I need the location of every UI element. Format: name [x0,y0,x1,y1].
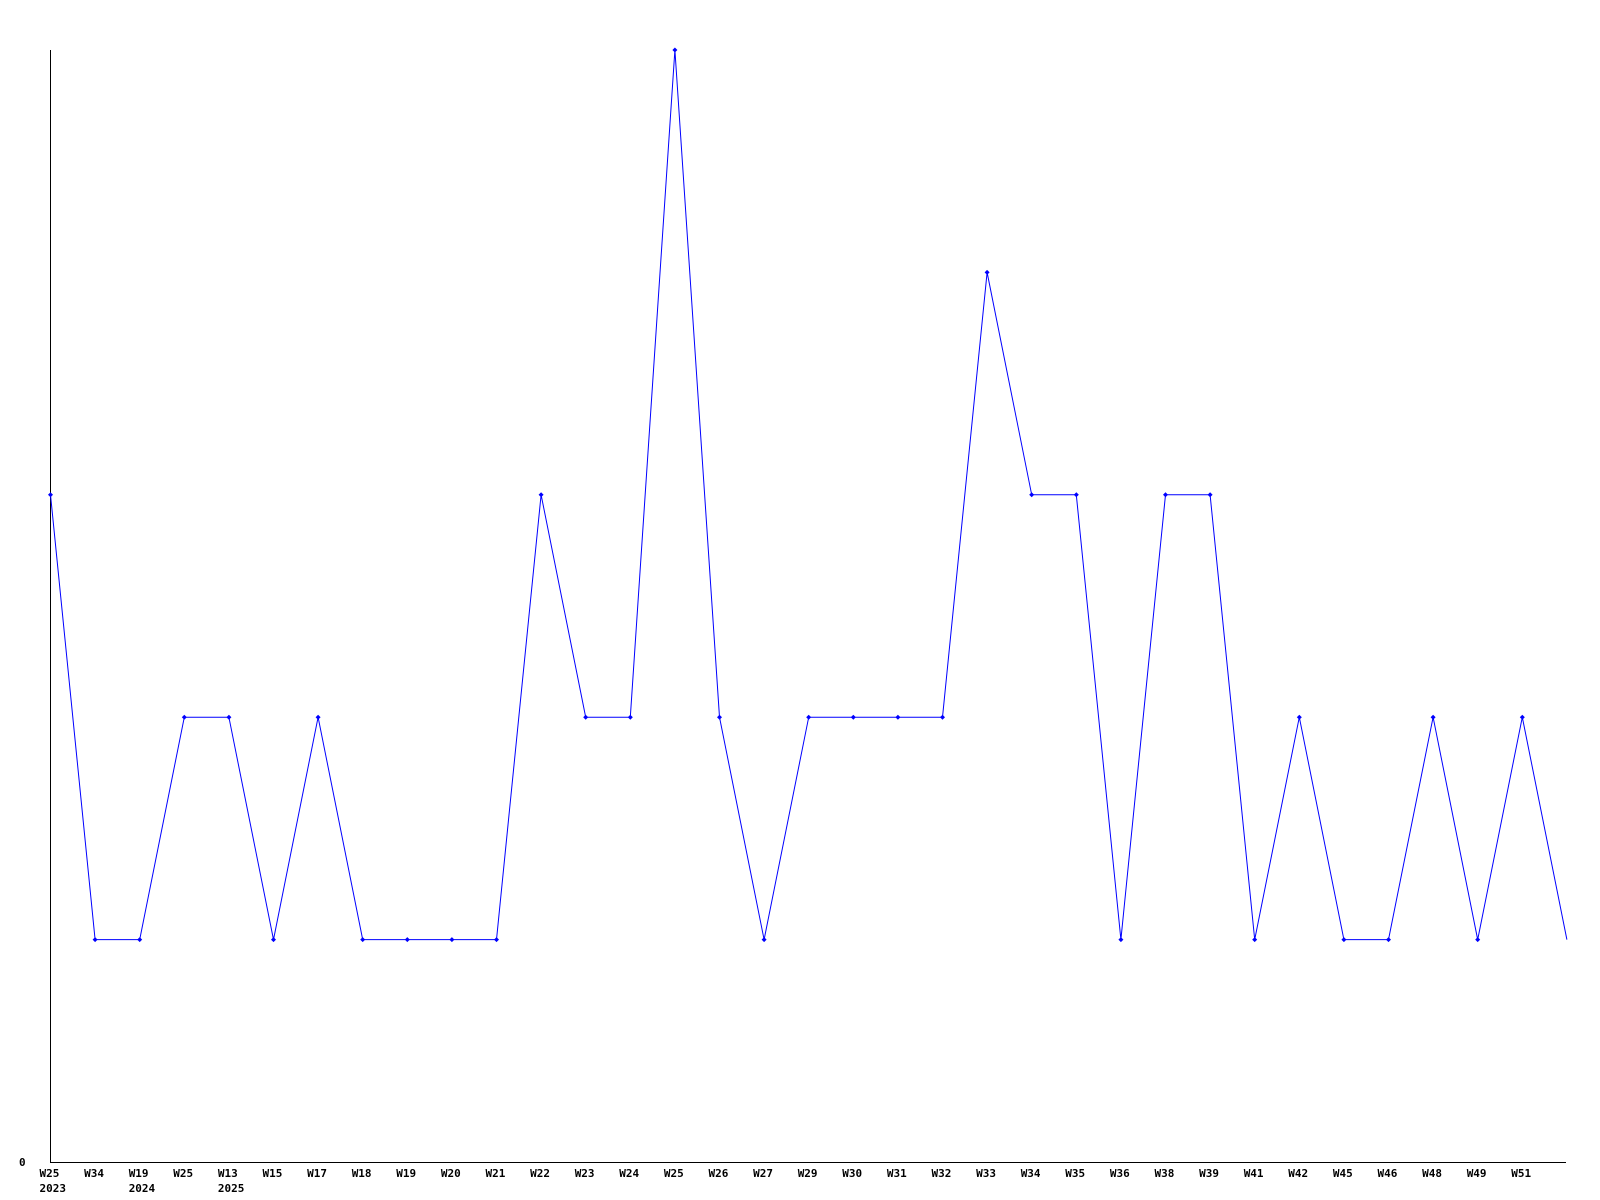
x-tick-label: W51 [1511,1167,1531,1180]
x-tick-label: W21 [486,1167,506,1180]
x-tick-label: W23 [575,1167,595,1180]
x-tick-label: W17 [307,1167,327,1180]
data-point [1163,492,1168,498]
x-tick-label: W29 [798,1167,818,1180]
data-point [806,714,812,720]
x-tick-label: W48 [1422,1167,1442,1180]
data-point [627,714,633,720]
x-tick-label: W22 [530,1167,550,1180]
x-tick-label: W41 [1244,1167,1264,1180]
data-point [1341,937,1347,943]
x-tick-label: W49 [1467,1167,1487,1180]
x-tick-label: W45 [1333,1167,1353,1180]
data-point [1519,714,1525,720]
data-point [92,937,98,943]
x-tick-label: W32 [932,1167,952,1180]
data-point [895,714,901,720]
data-point [984,269,990,275]
x-tick-label: W35 [1065,1167,1085,1180]
x-tick-label: W15 [263,1167,283,1180]
x-tick-label: W19 [396,1167,416,1180]
x-tick-label: W20 [441,1167,461,1180]
x-tick-label: W25 [40,1167,60,1180]
x-tick-label: W30 [842,1167,862,1180]
data-point [1207,492,1213,498]
x-tick-label: W46 [1378,1167,1398,1180]
data-point [1430,714,1436,720]
x-tick-label: W25 [664,1167,684,1180]
data-point [1475,937,1481,943]
x-tick-label: W31 [887,1167,907,1180]
data-point [538,492,544,498]
series-line [50,49,1568,941]
x-tick-label: W18 [352,1167,372,1180]
data-point [1252,937,1258,943]
x-tick-label: W36 [1110,1167,1130,1180]
data-point [226,714,232,720]
data-point [940,714,945,720]
x-year-label: 2025 [218,1182,245,1195]
data-point [315,714,321,720]
x-tick-label: W26 [709,1167,729,1180]
data-point [449,937,455,943]
data-point [360,937,366,943]
x-tick-label: W34 [1021,1167,1041,1180]
x-tick-label: W34 [84,1167,104,1180]
data-point [1073,492,1079,498]
data-point [717,714,722,720]
x-tick-label: W38 [1155,1167,1175,1180]
y-tick-label-0: 0 [19,1156,26,1169]
data-point [181,714,187,720]
x-tick-label: W39 [1199,1167,1219,1180]
x-tick-label: W13 [218,1167,238,1180]
x-tick-label: W27 [753,1167,773,1180]
data-point [850,714,856,720]
data-point [1118,937,1124,943]
data-point [404,937,410,943]
data-point [271,937,276,943]
x-tick-label: W33 [976,1167,996,1180]
x-tick-label: W25 [173,1167,193,1180]
x-tick-label: W24 [619,1167,639,1180]
data-point [137,937,143,943]
data-point [1386,937,1391,943]
x-tick-label: W19 [129,1167,149,1180]
data-point [494,937,499,943]
x-year-label: 2023 [40,1182,67,1195]
x-tick-label: W42 [1288,1167,1308,1180]
data-point [1029,492,1035,498]
data-point [583,714,589,720]
data-point [1296,714,1302,720]
data-point [48,492,53,498]
data-point [761,937,767,943]
x-year-label: 2024 [129,1182,156,1195]
data-point [672,47,678,53]
